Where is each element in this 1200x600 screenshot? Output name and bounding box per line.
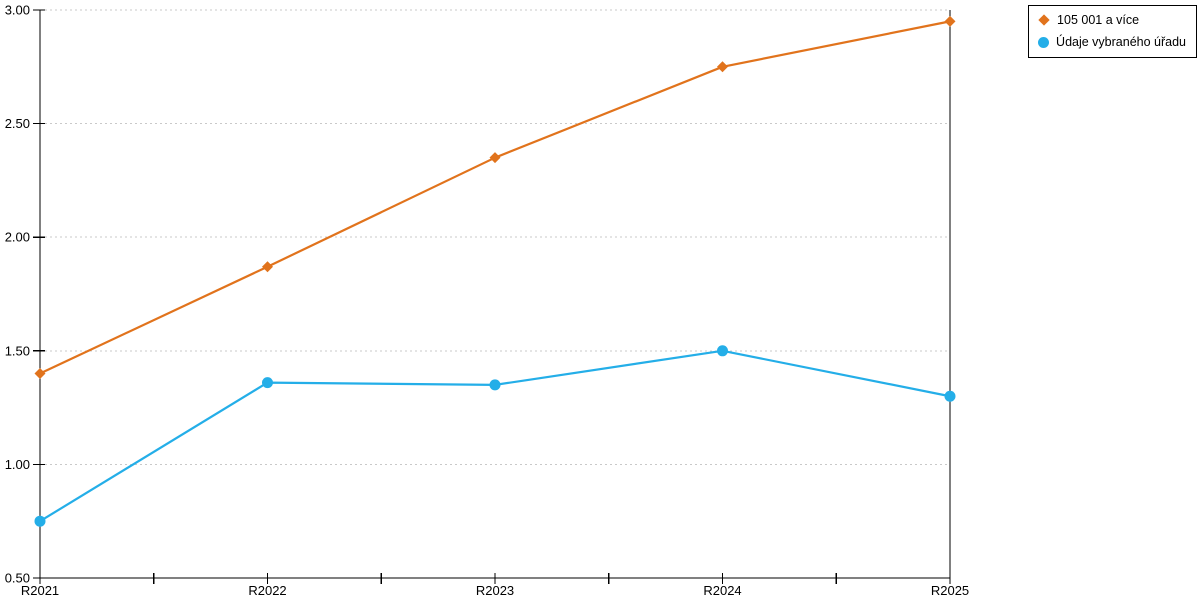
y-tick-label: 1.00 [5,457,30,472]
axes [39,10,951,579]
data-point-diamond [34,368,46,380]
y-tick-label: 3.00 [5,3,30,18]
orange-diamond-marker-icon [1038,14,1050,26]
data-point-circle [262,377,273,389]
legend-label: Údaje vybraného úřadu [1056,35,1186,49]
x-tick-label: R2022 [248,583,286,598]
series-diamond [34,15,956,380]
blue-circle-marker-icon [1038,36,1050,48]
data-point-diamond [717,61,728,73]
y-tick-label: 2.00 [5,230,30,245]
x-axis-ticks: R2021 R2022 R2023 R2024 R2025 [21,573,969,598]
y-tick-label: 1.50 [5,343,30,358]
data-point-circle [944,390,956,402]
y-tick-label: 2.50 [5,116,30,131]
x-tick-label: R2024 [703,583,741,598]
x-tick-label: R2021 [21,583,59,598]
y-tick-label: 0.50 [5,571,30,586]
gridlines [40,9,950,579]
legend-item-udaje-vybraneho-uradu: Údaje vybraného úřadu [1038,35,1186,49]
series-circle [34,345,956,527]
data-point-circle [489,379,501,391]
data-point-diamond [489,152,501,164]
legend-label: 105 001 a více [1057,13,1140,27]
x-tick-label: R2023 [476,583,514,598]
data-point-diamond [262,261,273,273]
data-point-circle [34,515,46,527]
data-point-diamond [944,15,956,27]
legend-item-105-001-a-vice: 105 001 a více [1038,13,1186,27]
y-axis-ticks: 0.50 1.00 1.50 2.00 2.50 3.00 [5,3,45,586]
x-tick-label: R2025 [931,583,969,598]
data-point-circle [717,345,728,357]
legend: 105 001 a více Údaje vybraného úřadu [1028,5,1197,58]
